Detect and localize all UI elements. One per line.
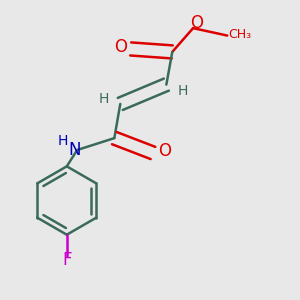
Text: CH₃: CH₃	[228, 28, 251, 40]
Text: H: H	[178, 84, 188, 98]
Text: O: O	[114, 38, 127, 56]
Text: O: O	[190, 14, 203, 32]
Text: N: N	[68, 141, 80, 159]
Text: F: F	[62, 251, 71, 269]
Text: H: H	[57, 134, 68, 148]
Text: H: H	[99, 92, 109, 106]
Text: O: O	[158, 142, 171, 160]
